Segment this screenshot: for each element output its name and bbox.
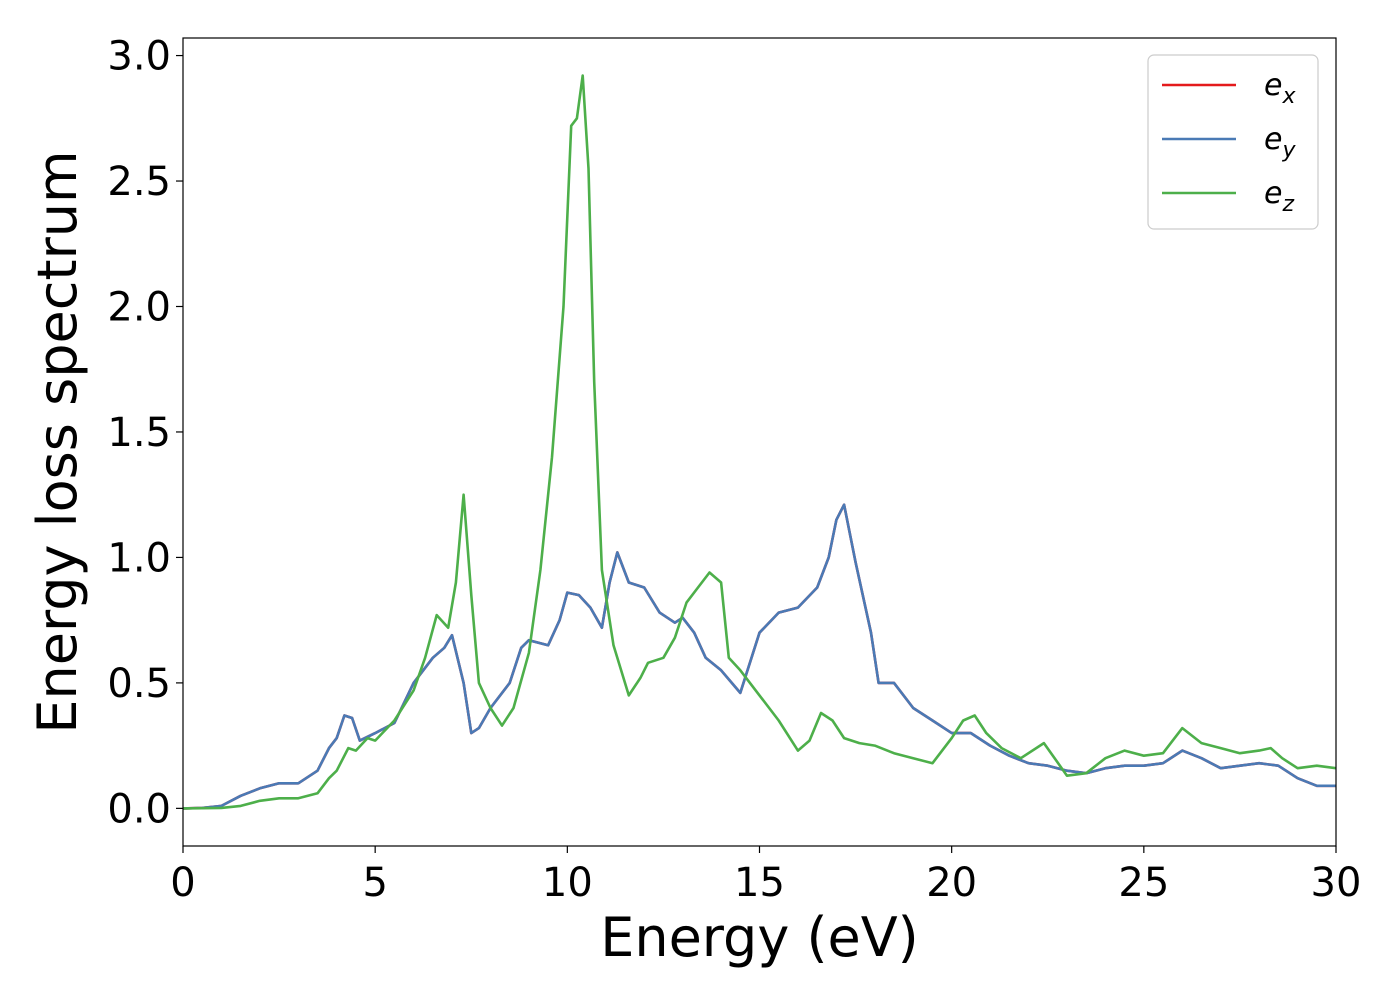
y-axis-title: Energy loss spectrum <box>26 150 89 733</box>
y-tick-label: 2.0 <box>107 284 171 330</box>
y-axis-ticks: 0.0 0.5 1.0 1.5 2.0 2.5 3.0 <box>107 34 183 832</box>
y-tick-label: 2.5 <box>107 159 171 205</box>
series-layer <box>183 74 1336 810</box>
x-tick-label: 30 <box>1311 860 1362 906</box>
y-tick-label: 1.5 <box>107 410 171 456</box>
x-tick-label: 10 <box>542 860 593 906</box>
legend: ex ey ez <box>1147 54 1319 230</box>
x-tick-label: 15 <box>734 860 785 906</box>
legend-box <box>1147 54 1319 230</box>
series-line-y <box>183 503 1336 810</box>
x-tick-label: 0 <box>170 860 195 906</box>
legend-label-y: ey <box>1264 122 1296 163</box>
y-tick-label: 1.0 <box>107 535 171 581</box>
x-axis-ticks: 0 5 10 15 20 25 30 <box>170 846 1361 906</box>
y-tick-label: 0.5 <box>107 661 171 707</box>
x-tick-label: 5 <box>362 860 387 906</box>
y-tick-label: 0.0 <box>107 786 171 832</box>
x-axis-title: Energy (eV) <box>600 906 919 969</box>
x-tick-label: 20 <box>926 860 977 906</box>
y-tick-label: 3.0 <box>107 34 171 80</box>
legend-label-x: ex <box>1264 68 1296 109</box>
legend-label-z: ez <box>1264 176 1294 217</box>
series-line-z <box>183 74 1336 810</box>
x-tick-label: 25 <box>1118 860 1169 906</box>
